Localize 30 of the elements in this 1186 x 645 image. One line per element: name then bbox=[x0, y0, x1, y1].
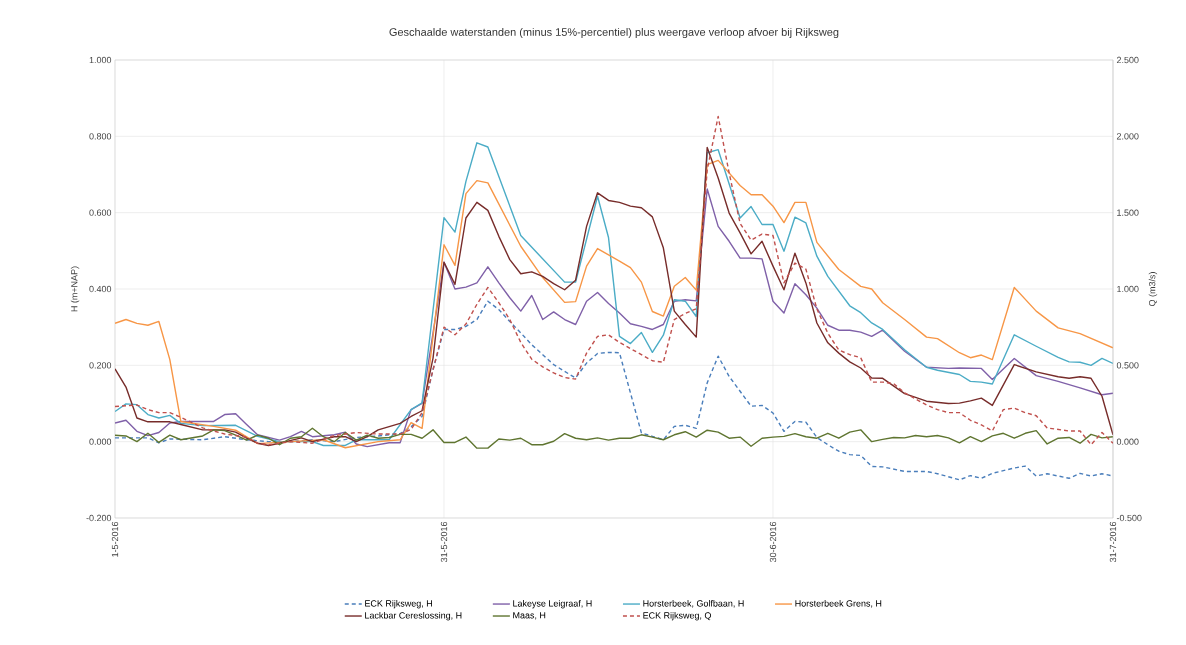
y-tick-label: -0.200 bbox=[86, 514, 112, 522]
y-tick-label: 0.400 bbox=[89, 285, 112, 293]
y2-tick-label: 0.000 bbox=[1116, 438, 1139, 445]
y-tick-label: 0.600 bbox=[89, 209, 112, 216]
y2-tick-label: 2.500 bbox=[1116, 56, 1139, 64]
y2-tick-label: 0.500 bbox=[1116, 362, 1139, 369]
y-tick-label: 0.000 bbox=[89, 438, 112, 445]
x-tick-label: 31-5-2016 bbox=[440, 521, 448, 563]
y2-tick-label: 1.500 bbox=[1117, 209, 1139, 216]
x-tick-label: 30-6-2016 bbox=[769, 521, 777, 563]
legend-label: ECK Rijksweg, Q bbox=[643, 612, 711, 621]
y-axis-title: H (m+NAP) bbox=[70, 266, 80, 312]
x-tick-label: 31-7-2016 bbox=[1109, 521, 1117, 563]
legend-label: Horsterbeek Grens, H bbox=[795, 600, 882, 608]
legend-label: Lakeyse Leigraaf, H bbox=[513, 600, 592, 609]
line-series bbox=[115, 427, 1113, 449]
legend-label: Horsterbeek, Golfbaan, H bbox=[643, 600, 744, 608]
y-tick-label: 1.000 bbox=[89, 56, 112, 64]
line-series bbox=[115, 300, 1113, 481]
y-tick-label: 0.800 bbox=[89, 133, 112, 140]
y2-tick-label: -0.500 bbox=[1116, 514, 1142, 522]
legend-label: Maas, H bbox=[513, 612, 546, 620]
y2-tick-label: 1.000 bbox=[1117, 285, 1139, 293]
y2-tick-label: 2.000 bbox=[1116, 133, 1139, 140]
y2-axis-title: Q (m3/s) bbox=[1148, 272, 1158, 307]
chart-title: Geschaalde waterstanden (minus 15%-percentiel) plus weergave verloop afvoer bij Rijksweg bbox=[389, 27, 839, 39]
x-tick-label: 1-5-2016 bbox=[111, 521, 119, 557]
legend-label: ECK Rijksweg, H bbox=[365, 600, 432, 609]
y-tick-label: 0.200 bbox=[89, 362, 112, 369]
legend-label: Lackbar Cereslossing, H bbox=[365, 612, 462, 621]
